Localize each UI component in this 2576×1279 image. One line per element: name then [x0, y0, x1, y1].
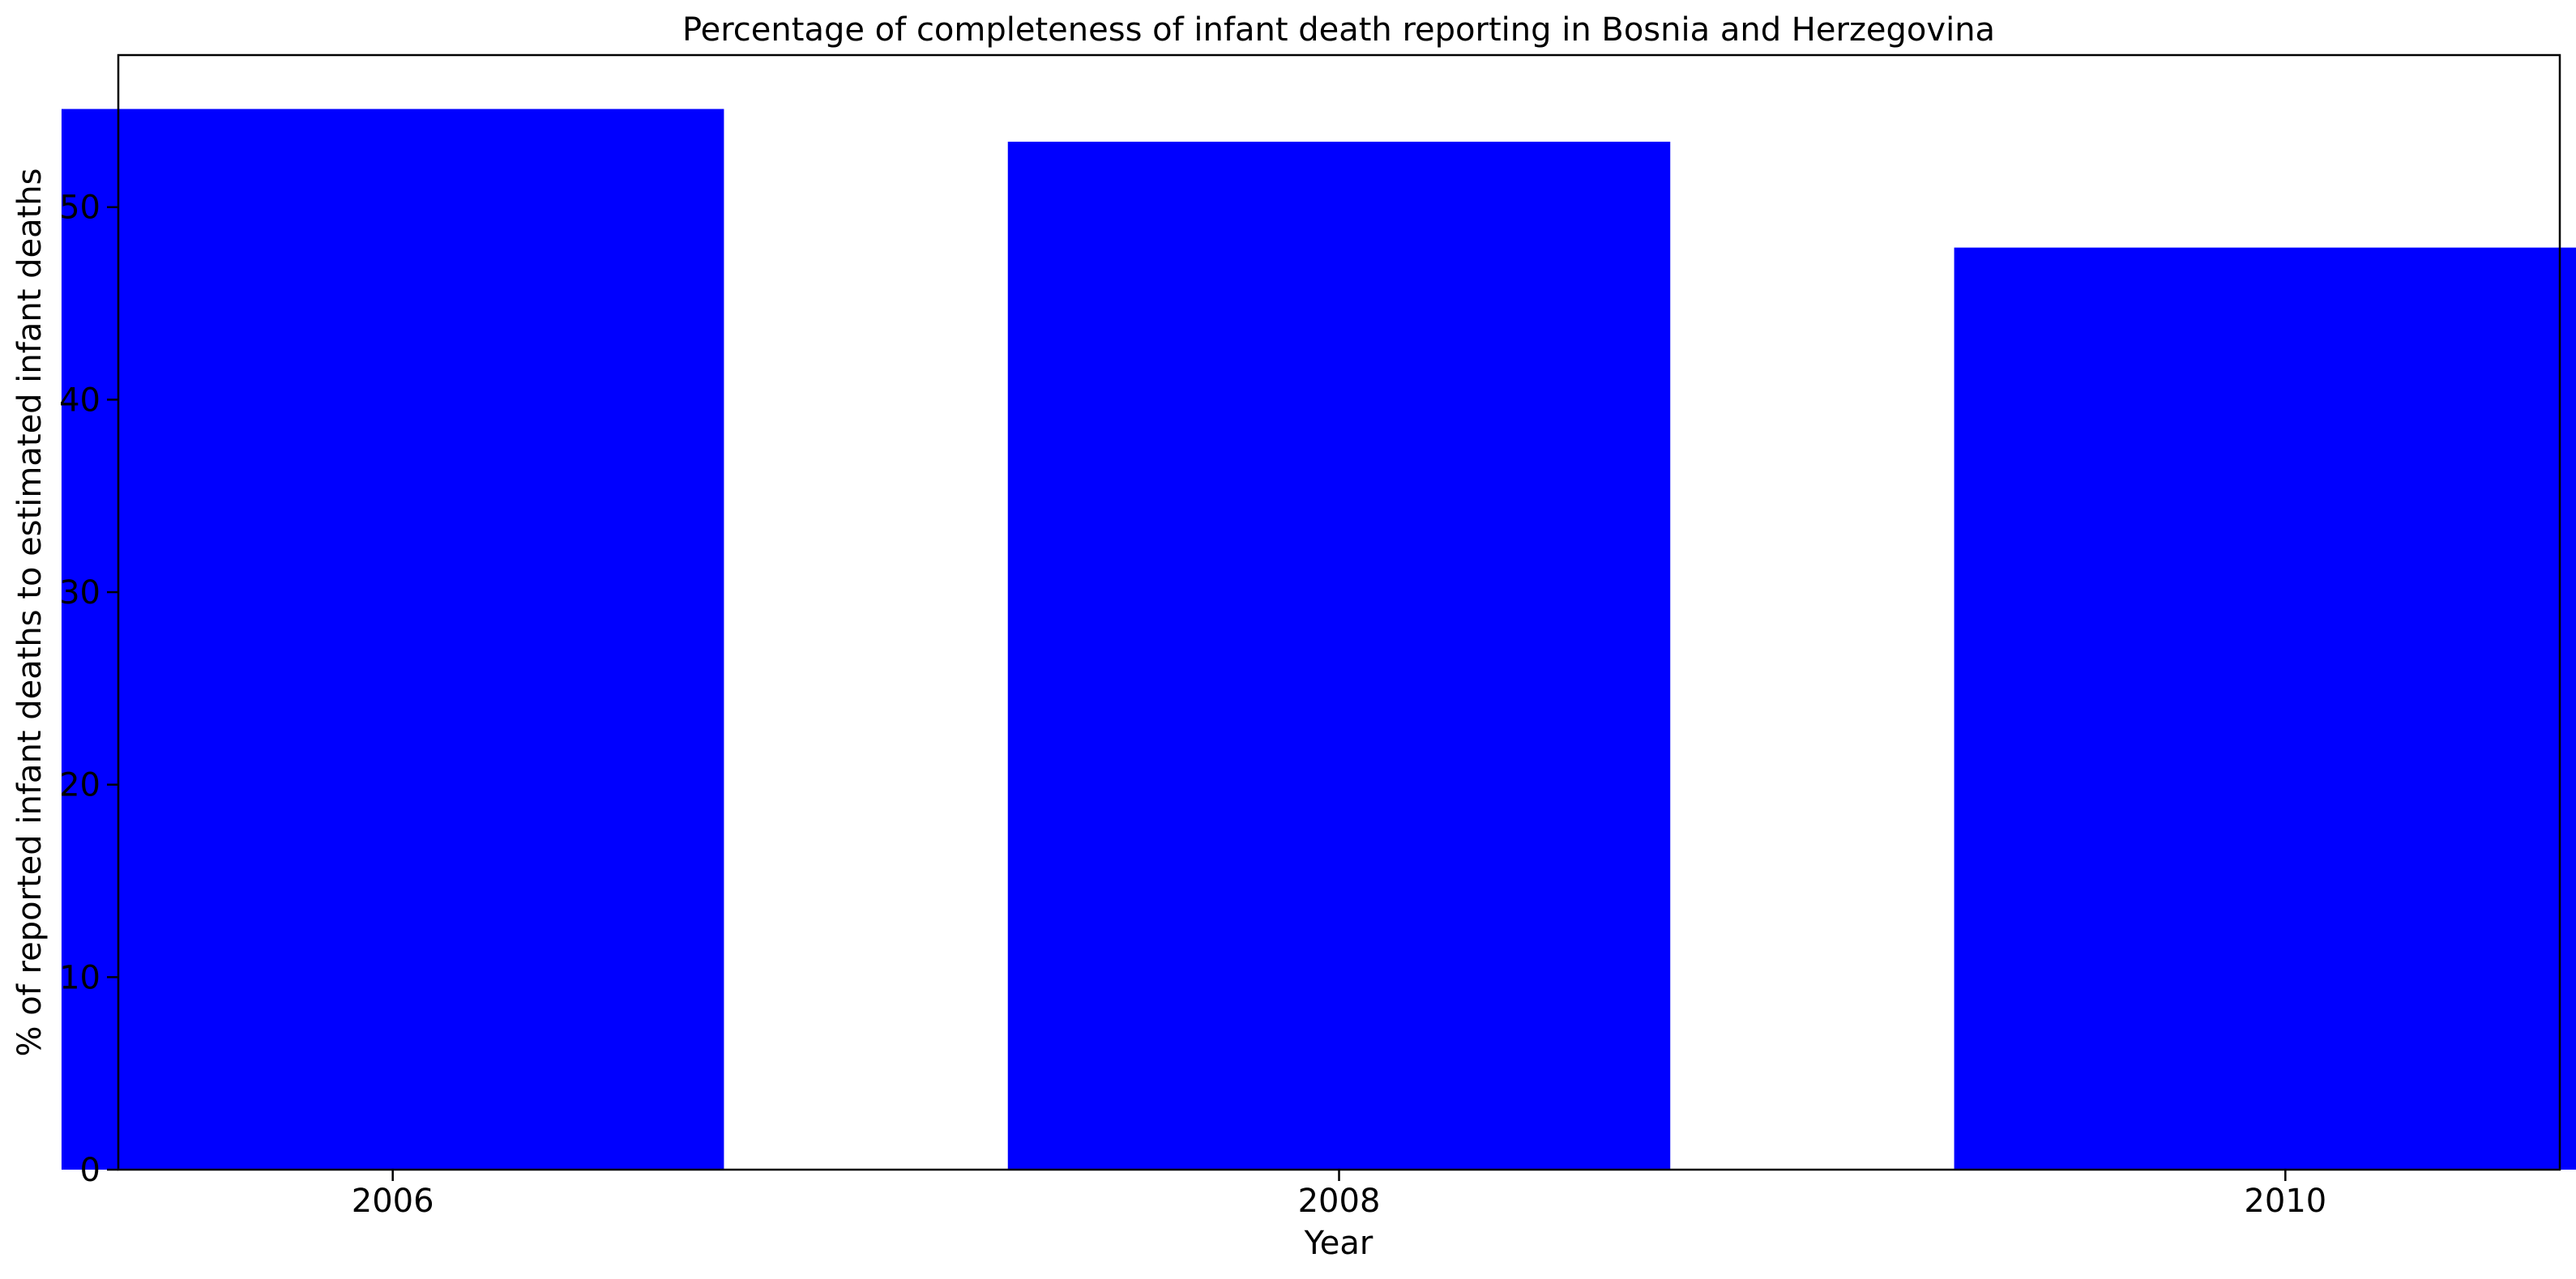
chart-title: Percentage of completeness of infant dea… — [682, 11, 1995, 49]
x-tick-label: 2008 — [1298, 1183, 1381, 1220]
x-tick-label: 2010 — [2244, 1183, 2326, 1220]
y-tick-label: 0 — [80, 1152, 100, 1189]
bar-2008 — [1007, 141, 1671, 1170]
plot-frame — [117, 53, 2561, 1171]
y-tick-label: 10 — [59, 959, 100, 996]
y-tick-label: 50 — [59, 190, 100, 227]
y-axis-ticks: 0 10 20 30 40 50 — [59, 190, 118, 1189]
bar-2006 — [61, 109, 724, 1170]
y-axis-label: % of reported infant deaths to estimated… — [11, 168, 49, 1057]
bar-2010 — [1954, 247, 2576, 1170]
y-tick-label: 40 — [59, 382, 100, 419]
x-axis-label: Year — [1304, 1225, 1373, 1262]
bars-group — [61, 109, 2576, 1170]
x-tick-label: 2006 — [352, 1183, 434, 1220]
y-tick-label: 20 — [59, 767, 100, 804]
x-axis-ticks: 2006 2008 2010 — [352, 1170, 2326, 1220]
y-tick-label: 30 — [59, 574, 100, 612]
